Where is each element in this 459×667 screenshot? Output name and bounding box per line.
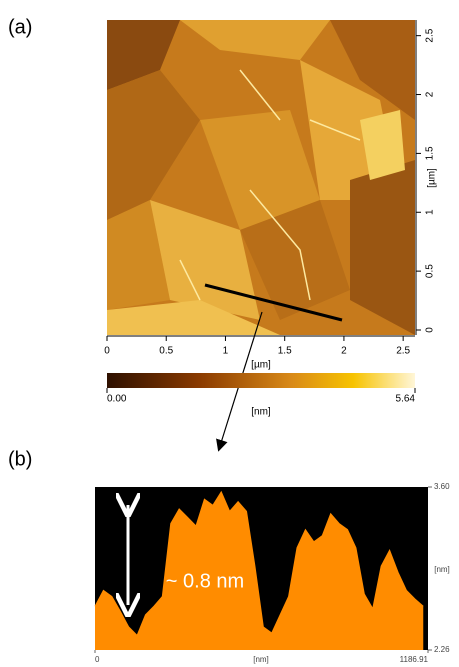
y-tick-label: 3.60 xyxy=(434,482,450,491)
panel-label: (b) xyxy=(8,448,32,470)
y-tick-label: 2 xyxy=(425,91,436,97)
x-tick-label: 1186.91 xyxy=(400,655,429,664)
x-tick-label: 2.5 xyxy=(396,346,410,357)
x-tick-label: 0 xyxy=(104,346,110,357)
y-tick-label: 1.5 xyxy=(425,146,436,160)
panel-label: (a) xyxy=(8,16,32,38)
x-axis-label: [nm] xyxy=(253,655,269,664)
y-tick-label: 2.5 xyxy=(425,28,436,42)
profile-line xyxy=(204,283,343,322)
profile xyxy=(94,490,424,637)
x-tick-label: 0 xyxy=(95,655,100,664)
profile-fill xyxy=(95,491,424,650)
annotation: ~ 0.8 nm xyxy=(166,570,244,592)
y-tick-label: 0 xyxy=(425,327,436,333)
colorbar-label: [nm] xyxy=(251,407,271,418)
afm-image xyxy=(107,20,415,335)
x-tick-label: 2 xyxy=(341,346,347,357)
colorbar xyxy=(107,373,415,388)
y-tick-label: 1 xyxy=(425,209,436,215)
colorbar-tick-label: 0.00 xyxy=(107,394,127,405)
y-axis-label: [µm] xyxy=(427,168,438,188)
y-tick-label: 0.5 xyxy=(425,264,436,278)
x-tick-label: 1.5 xyxy=(278,346,292,357)
y-axis-label: [nm] xyxy=(434,565,450,574)
x-tick-label: 1 xyxy=(223,346,229,357)
x-axis-label: [µm] xyxy=(251,360,271,371)
x-tick-label: 0.5 xyxy=(159,346,173,357)
y-tick-label: 2.26 xyxy=(434,645,450,654)
colorbar-tick-label: 5.64 xyxy=(396,394,416,405)
